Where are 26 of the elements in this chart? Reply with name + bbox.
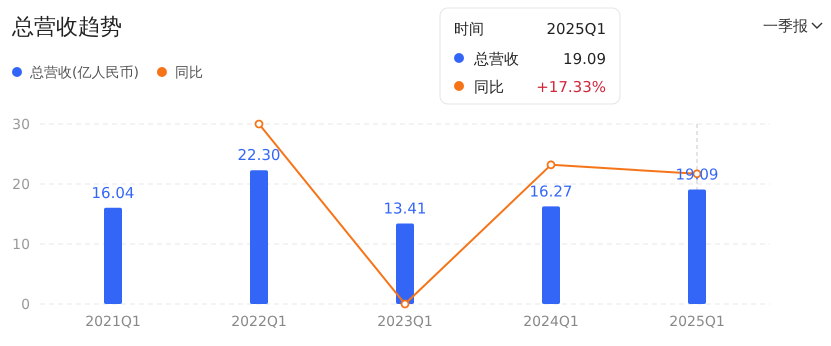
legend-label: 总营收(亿人民币) — [29, 65, 139, 81]
data-label: 16.27 — [530, 182, 572, 200]
x-tick-label: 2022Q1 — [231, 314, 287, 330]
bar — [542, 206, 560, 304]
point — [546, 160, 556, 170]
data-label: 16.04 — [92, 184, 134, 202]
x-tick-label: 2024Q1 — [523, 314, 579, 330]
chart-title: 总营收趋势 — [11, 15, 122, 40]
legend-label: 同比 — [174, 65, 203, 81]
period-selector: 一季报 — [763, 17, 822, 35]
bar — [688, 189, 706, 304]
bar — [250, 170, 268, 304]
x-tick-label: 2021Q1 — [85, 314, 141, 330]
x-tick-label: 2025Q1 — [669, 314, 725, 330]
y-tick-label: 10 — [12, 237, 30, 253]
x-tick-label: 2023Q1 — [377, 314, 433, 330]
data-label: 22.30 — [238, 146, 280, 164]
bar — [396, 224, 414, 304]
point — [400, 300, 410, 308]
data-label: 13.41 — [384, 200, 426, 218]
tooltip: 时间 2025Q1 总营收 19.09 同比 +17.33% — [440, 8, 620, 104]
point — [254, 120, 264, 128]
y-tick-label: 0 — [21, 297, 30, 313]
y-tick-label: 20 — [12, 177, 30, 193]
y-tick-label: 30 — [12, 117, 30, 133]
bar — [104, 208, 122, 304]
